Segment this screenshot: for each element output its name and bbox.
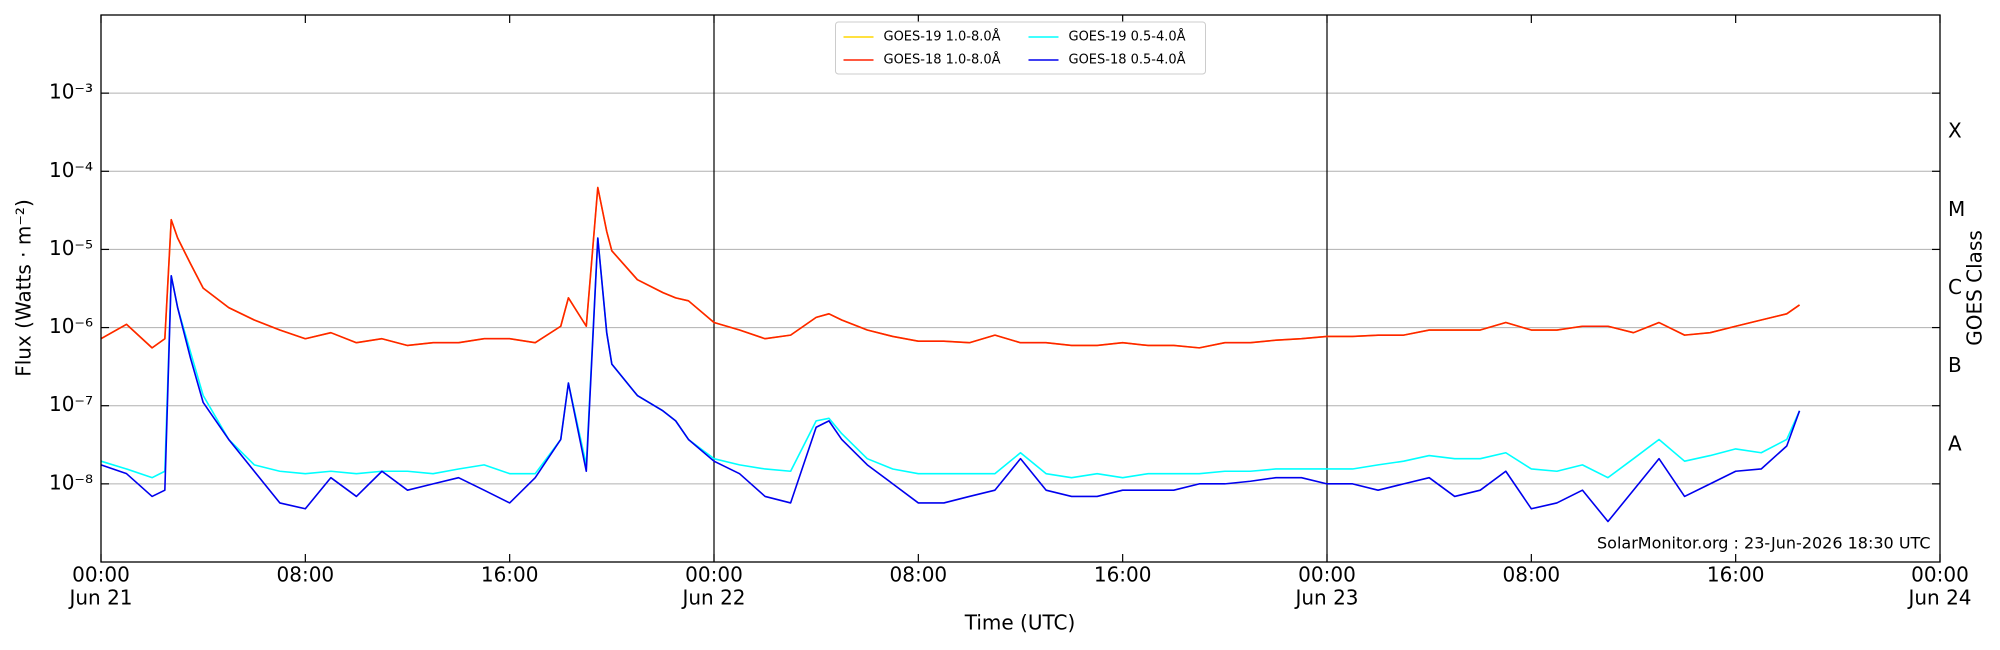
x-tick-label: 00:00	[72, 563, 130, 587]
legend: GOES-19 1.0-8.0Å GOES-18 1.0-8.0Å GOES-19 …	[835, 21, 1206, 75]
series-line	[100, 237, 1801, 523]
x-tick-label: 08:00	[890, 563, 948, 587]
y-tick-label: 10⁻⁷	[49, 392, 93, 416]
x-tick-label: 08:00	[1503, 563, 1561, 587]
legend-label: GOES-19 0.5-4.0Å	[1069, 29, 1186, 45]
legend-label: GOES-18 0.5-4.0Å	[1069, 52, 1186, 68]
y-tick-label: 10⁻⁸	[49, 470, 93, 494]
annotation: SolarMonitor.org : 23-Jun-2026 18:30 UTC	[1597, 534, 1931, 553]
data-layer	[100, 186, 1801, 523]
series-line	[100, 186, 1800, 349]
y2-tick-label: X	[1948, 119, 1962, 143]
x-tick-label: 16:00	[1094, 563, 1152, 587]
series-line	[100, 237, 1801, 479]
y2-tick-label: A	[1948, 431, 1962, 455]
x-tick-label: Jun 24	[1906, 586, 1971, 610]
y2-tick-label: B	[1948, 353, 1962, 377]
legend-label: GOES-19 1.0-8.0Å	[884, 29, 1001, 45]
y2-tick-label: M	[1948, 197, 1965, 221]
x-tick-label: Jun 22	[680, 586, 745, 610]
legend-box	[835, 21, 1206, 75]
y-tick-label: 10⁻⁵	[49, 236, 93, 260]
x-tick-label: 00:00	[685, 563, 743, 587]
y-axis-label: Flux (Watts · m⁻²)	[12, 199, 36, 377]
grid-layer	[101, 15, 1940, 562]
y-tick-label: 10⁻³	[49, 80, 93, 104]
x-tick-label: 16:00	[1707, 563, 1765, 587]
x-tick-label: 00:00	[1298, 563, 1356, 587]
y2-tick-label: C	[1948, 275, 1962, 299]
y2-axis-label: GOES Class	[1963, 230, 1987, 346]
series-line	[100, 186, 1800, 349]
y-tick-label: 10⁻⁴	[49, 158, 93, 182]
x-tick-label: Jun 21	[67, 586, 132, 610]
legend-label: GOES-18 1.0-8.0Å	[884, 52, 1001, 68]
x-tick-label: 08:00	[277, 563, 335, 587]
x-tick-label: Jun 23	[1293, 586, 1358, 610]
x-axis-label: Time (UTC)	[964, 611, 1076, 635]
x-tick-label: 16:00	[481, 563, 539, 587]
plot-frame	[100, 14, 1941, 563]
y-tick-label: 10⁻⁶	[49, 314, 93, 338]
x-tick-label: 00:00	[1911, 563, 1969, 587]
